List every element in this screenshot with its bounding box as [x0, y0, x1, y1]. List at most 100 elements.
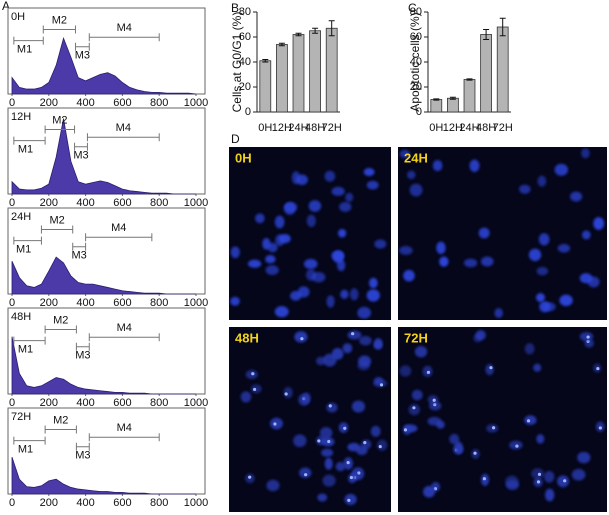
error-bar	[466, 78, 473, 81]
x-tick-label: 72H	[493, 122, 513, 134]
nucleus	[351, 400, 366, 413]
bar	[325, 27, 338, 113]
nucleus	[294, 331, 308, 343]
nucleus	[524, 343, 535, 355]
bright-spot	[536, 480, 541, 484]
nucleus	[408, 404, 421, 416]
histogram-title: 0H	[11, 11, 25, 23]
nucleus	[283, 202, 296, 215]
x-tick-label: 72H	[322, 122, 342, 134]
bright-spot	[343, 426, 347, 430]
nucleus	[374, 239, 387, 249]
x-tick-label: 600	[113, 497, 131, 509]
micrograph-label: 24H	[404, 150, 428, 165]
nucleus	[274, 306, 289, 318]
nucleus	[335, 461, 346, 472]
x-tick-label: 1000	[184, 97, 208, 109]
nucleus	[528, 248, 542, 262]
gate-marker	[72, 242, 87, 251]
error-bar	[295, 32, 302, 37]
x-tick-label: 1000	[184, 197, 208, 209]
error-bar	[483, 29, 490, 40]
nucleus	[478, 227, 490, 239]
gate-marker	[40, 225, 74, 234]
bright-spot	[563, 479, 567, 483]
nucleus	[332, 250, 345, 263]
x-tick-label: 0	[9, 497, 15, 509]
bar	[430, 99, 443, 113]
nucleus	[269, 417, 283, 430]
micrograph-label: 48H	[235, 330, 259, 345]
gate-label: M1	[18, 344, 33, 356]
nucleus	[293, 434, 307, 448]
nucleus	[356, 446, 368, 456]
bright-spot	[596, 366, 600, 371]
nucleus	[533, 363, 542, 372]
nucleus	[366, 289, 380, 302]
x-tick-label: 0H	[429, 122, 443, 134]
nucleus	[432, 159, 443, 172]
bright-spot	[432, 398, 436, 402]
nucleus	[373, 379, 388, 388]
bright-spot	[473, 451, 477, 455]
x-tick-label: 800	[150, 397, 168, 409]
panel-label: D	[231, 132, 240, 146]
nucleus	[290, 290, 302, 301]
bright-spot	[357, 471, 361, 475]
x-tick-label: 600	[113, 397, 131, 409]
gate-label: M3	[72, 250, 87, 262]
x-tick-label: 0	[9, 97, 15, 109]
x-tick-label: 1000	[184, 297, 208, 309]
nucleus	[519, 184, 531, 194]
bright-spot	[351, 332, 355, 336]
micrograph: 0H	[229, 147, 391, 320]
gate-label: M2	[49, 214, 64, 226]
nucleus	[306, 214, 316, 228]
gate-label: M4	[111, 222, 126, 234]
nucleus	[449, 433, 460, 445]
x-tick-label: 400	[76, 297, 94, 309]
x-tick-label: 600	[113, 197, 131, 209]
nucleus	[414, 345, 428, 358]
error-bar	[262, 59, 269, 63]
gate-marker	[13, 36, 44, 45]
gate-label: M4	[117, 422, 132, 434]
nucleus	[535, 293, 546, 303]
gate-label: M3	[75, 450, 90, 462]
bright-spot	[347, 498, 351, 502]
gate-marker	[74, 142, 88, 151]
gate-marker	[86, 133, 160, 142]
histogram-title: 12H	[11, 111, 31, 123]
y-tick-label: 80	[410, 6, 422, 18]
nucleus	[316, 436, 326, 446]
bar	[496, 26, 509, 113]
nucleus	[262, 237, 271, 250]
nucleus	[254, 213, 265, 224]
nucleus	[544, 488, 555, 502]
nucleus	[436, 241, 446, 255]
gate-marker	[13, 336, 46, 345]
y-tick-label: 60	[239, 31, 251, 43]
nucleus	[339, 201, 352, 212]
gate-marker	[42, 25, 76, 34]
x-tick-label: 1000	[184, 397, 208, 409]
gate-marker	[88, 333, 160, 342]
panel-label: C	[408, 1, 417, 15]
gate-label: M1	[18, 444, 33, 456]
nucleus	[316, 356, 326, 366]
nucleus	[326, 402, 338, 413]
gate-marker	[88, 433, 160, 442]
x-tick-label: 200	[40, 97, 58, 109]
nucleus	[436, 420, 445, 429]
nucleus	[403, 269, 415, 282]
gate-label: M4	[116, 122, 131, 134]
bar	[276, 44, 288, 113]
nucleus	[363, 168, 375, 177]
bar	[259, 60, 272, 113]
gate-label: M4	[117, 22, 132, 34]
nucleus	[524, 415, 537, 425]
bright-spot	[403, 428, 408, 432]
micrograph-background	[229, 327, 391, 512]
gate-label: M2	[52, 14, 67, 26]
gate-label: M2	[52, 114, 67, 126]
